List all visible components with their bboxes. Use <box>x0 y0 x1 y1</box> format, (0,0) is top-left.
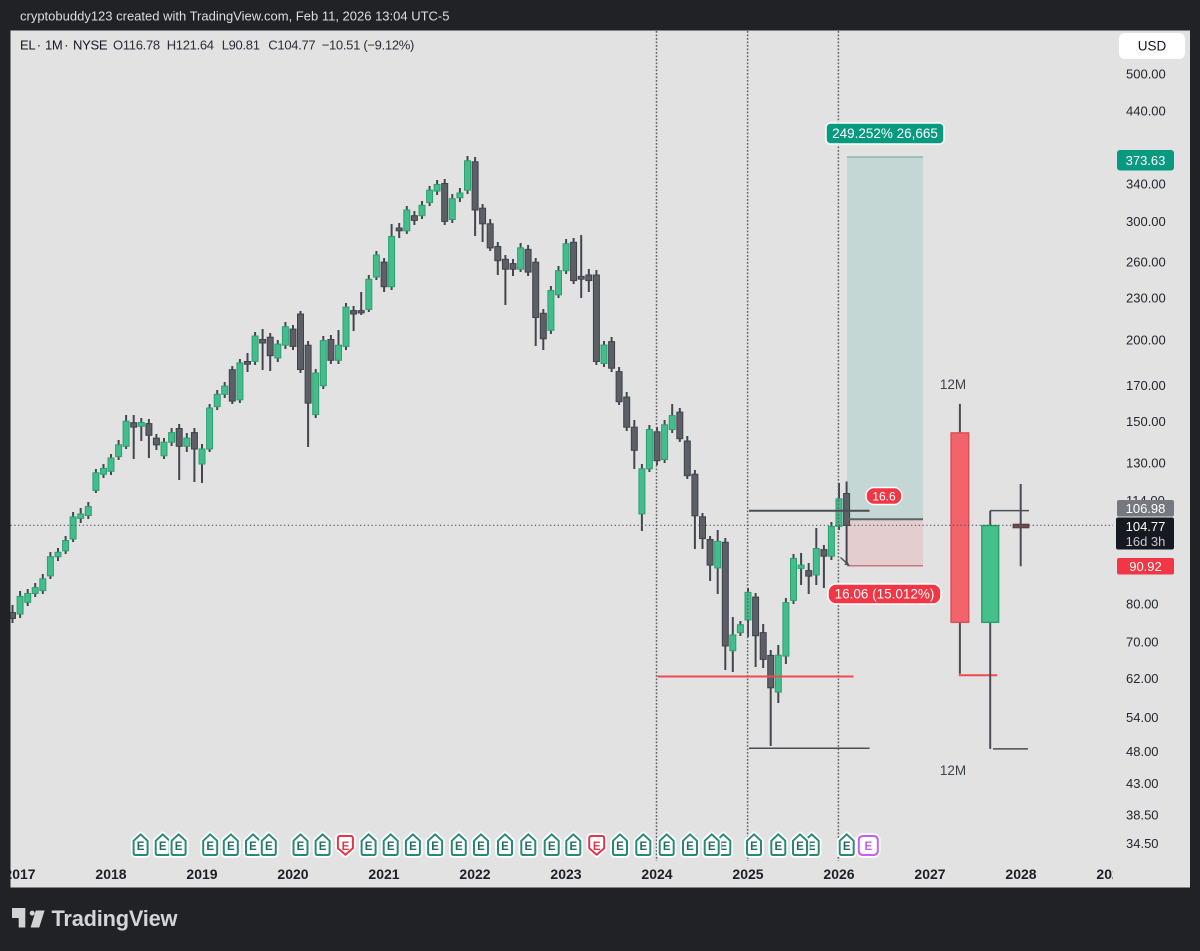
svg-text:80.00: 80.00 <box>1126 597 1159 612</box>
svg-text:E: E <box>265 841 273 853</box>
svg-text:43.00: 43.00 <box>1126 776 1159 791</box>
svg-text:2020: 2020 <box>277 866 308 882</box>
svg-text:2025: 2025 <box>732 866 763 882</box>
svg-text:12M: 12M <box>940 763 966 778</box>
svg-text:249.252% 26,665: 249.252% 26,665 <box>832 126 938 141</box>
svg-text:2029: 2029 <box>1096 866 1127 882</box>
svg-text:USD: USD <box>1138 39 1167 54</box>
svg-text:90.92: 90.92 <box>1129 559 1162 574</box>
svg-text:2027: 2027 <box>914 866 945 882</box>
svg-text:E: E <box>569 841 577 853</box>
svg-text:62.00: 62.00 <box>1126 671 1159 686</box>
svg-text:·: · <box>64 38 68 53</box>
svg-text:E: E <box>206 841 214 853</box>
svg-text:cryptobuddy123 created with Tr: cryptobuddy123 created with TradingView.… <box>20 9 450 24</box>
svg-text:2026: 2026 <box>823 866 854 882</box>
svg-text:O116.78: O116.78 <box>113 38 160 53</box>
svg-text:E: E <box>686 841 694 853</box>
svg-text:130.00: 130.00 <box>1126 456 1166 471</box>
svg-text:·: · <box>37 38 41 53</box>
svg-text:E: E <box>431 841 439 853</box>
svg-text:E: E <box>249 841 257 853</box>
svg-text:L90.81: L90.81 <box>222 38 260 53</box>
svg-text:EL: EL <box>20 38 35 53</box>
svg-text:E: E <box>319 841 327 853</box>
svg-text:34.50: 34.50 <box>1126 836 1159 851</box>
svg-text:373.63: 373.63 <box>1126 153 1166 168</box>
svg-text:E: E <box>297 841 305 853</box>
svg-text:104.77: 104.77 <box>1126 519 1166 534</box>
svg-text:54.00: 54.00 <box>1126 710 1159 725</box>
svg-text:E: E <box>639 841 647 853</box>
svg-text:300.00: 300.00 <box>1126 214 1166 229</box>
svg-text:E: E <box>387 841 395 853</box>
svg-text:E: E <box>796 841 804 853</box>
svg-text:E: E <box>864 841 872 853</box>
svg-text:E: E <box>342 841 350 853</box>
svg-text:E: E <box>159 841 167 853</box>
svg-text:E: E <box>708 841 716 853</box>
svg-text:2019: 2019 <box>186 866 217 882</box>
svg-text:70.00: 70.00 <box>1126 635 1159 650</box>
svg-text:200.00: 200.00 <box>1126 333 1166 348</box>
svg-text:16.6: 16.6 <box>872 489 896 503</box>
svg-text:170.00: 170.00 <box>1126 378 1166 393</box>
svg-text:E: E <box>750 841 758 853</box>
svg-text:NYSE: NYSE <box>73 38 108 53</box>
svg-text:E: E <box>501 841 509 853</box>
svg-text:1M: 1M <box>45 38 62 53</box>
svg-text:−10.51 (−9.12%): −10.51 (−9.12%) <box>322 38 414 53</box>
svg-text:E: E <box>616 841 624 853</box>
svg-text:E: E <box>175 841 183 853</box>
svg-text:E: E <box>477 841 485 853</box>
svg-text:C104.77: C104.77 <box>268 38 315 53</box>
svg-text:230.00: 230.00 <box>1126 291 1166 306</box>
svg-text:E: E <box>808 841 816 853</box>
svg-text:E: E <box>774 841 782 853</box>
svg-text:2017: 2017 <box>4 866 35 882</box>
svg-text:2018: 2018 <box>95 866 126 882</box>
svg-text:E: E <box>663 841 671 853</box>
svg-text:E: E <box>137 841 145 853</box>
svg-text:E: E <box>548 841 556 853</box>
svg-text:E: E <box>227 841 235 853</box>
svg-text:E: E <box>843 841 851 853</box>
svg-text:16.06 (15.012%): 16.06 (15.012%) <box>835 587 935 602</box>
svg-text:2024: 2024 <box>641 866 672 882</box>
svg-text:48.00: 48.00 <box>1126 744 1159 759</box>
svg-text:106.98: 106.98 <box>1126 501 1166 516</box>
svg-text:38.50: 38.50 <box>1126 807 1159 822</box>
svg-text:H121.64: H121.64 <box>167 38 214 53</box>
svg-text:12M: 12M <box>940 377 966 392</box>
svg-text:2028: 2028 <box>1005 866 1036 882</box>
svg-text:E: E <box>455 841 463 853</box>
svg-text:2022: 2022 <box>459 866 490 882</box>
svg-text:340.00: 340.00 <box>1126 177 1166 192</box>
svg-text:2023: 2023 <box>550 866 581 882</box>
svg-text:150.00: 150.00 <box>1126 414 1166 429</box>
svg-text:E: E <box>409 841 417 853</box>
svg-text:E: E <box>719 841 727 853</box>
svg-text:E: E <box>365 841 373 853</box>
svg-text:16d 3h: 16d 3h <box>1126 534 1166 549</box>
svg-text:E: E <box>524 841 532 853</box>
svg-text:260.00: 260.00 <box>1126 255 1166 270</box>
svg-text:E: E <box>593 841 601 853</box>
svg-text:TradingView: TradingView <box>52 906 178 931</box>
svg-text:2021: 2021 <box>368 866 399 882</box>
svg-text:440.00: 440.00 <box>1126 104 1166 119</box>
svg-text:500.00: 500.00 <box>1126 67 1166 82</box>
